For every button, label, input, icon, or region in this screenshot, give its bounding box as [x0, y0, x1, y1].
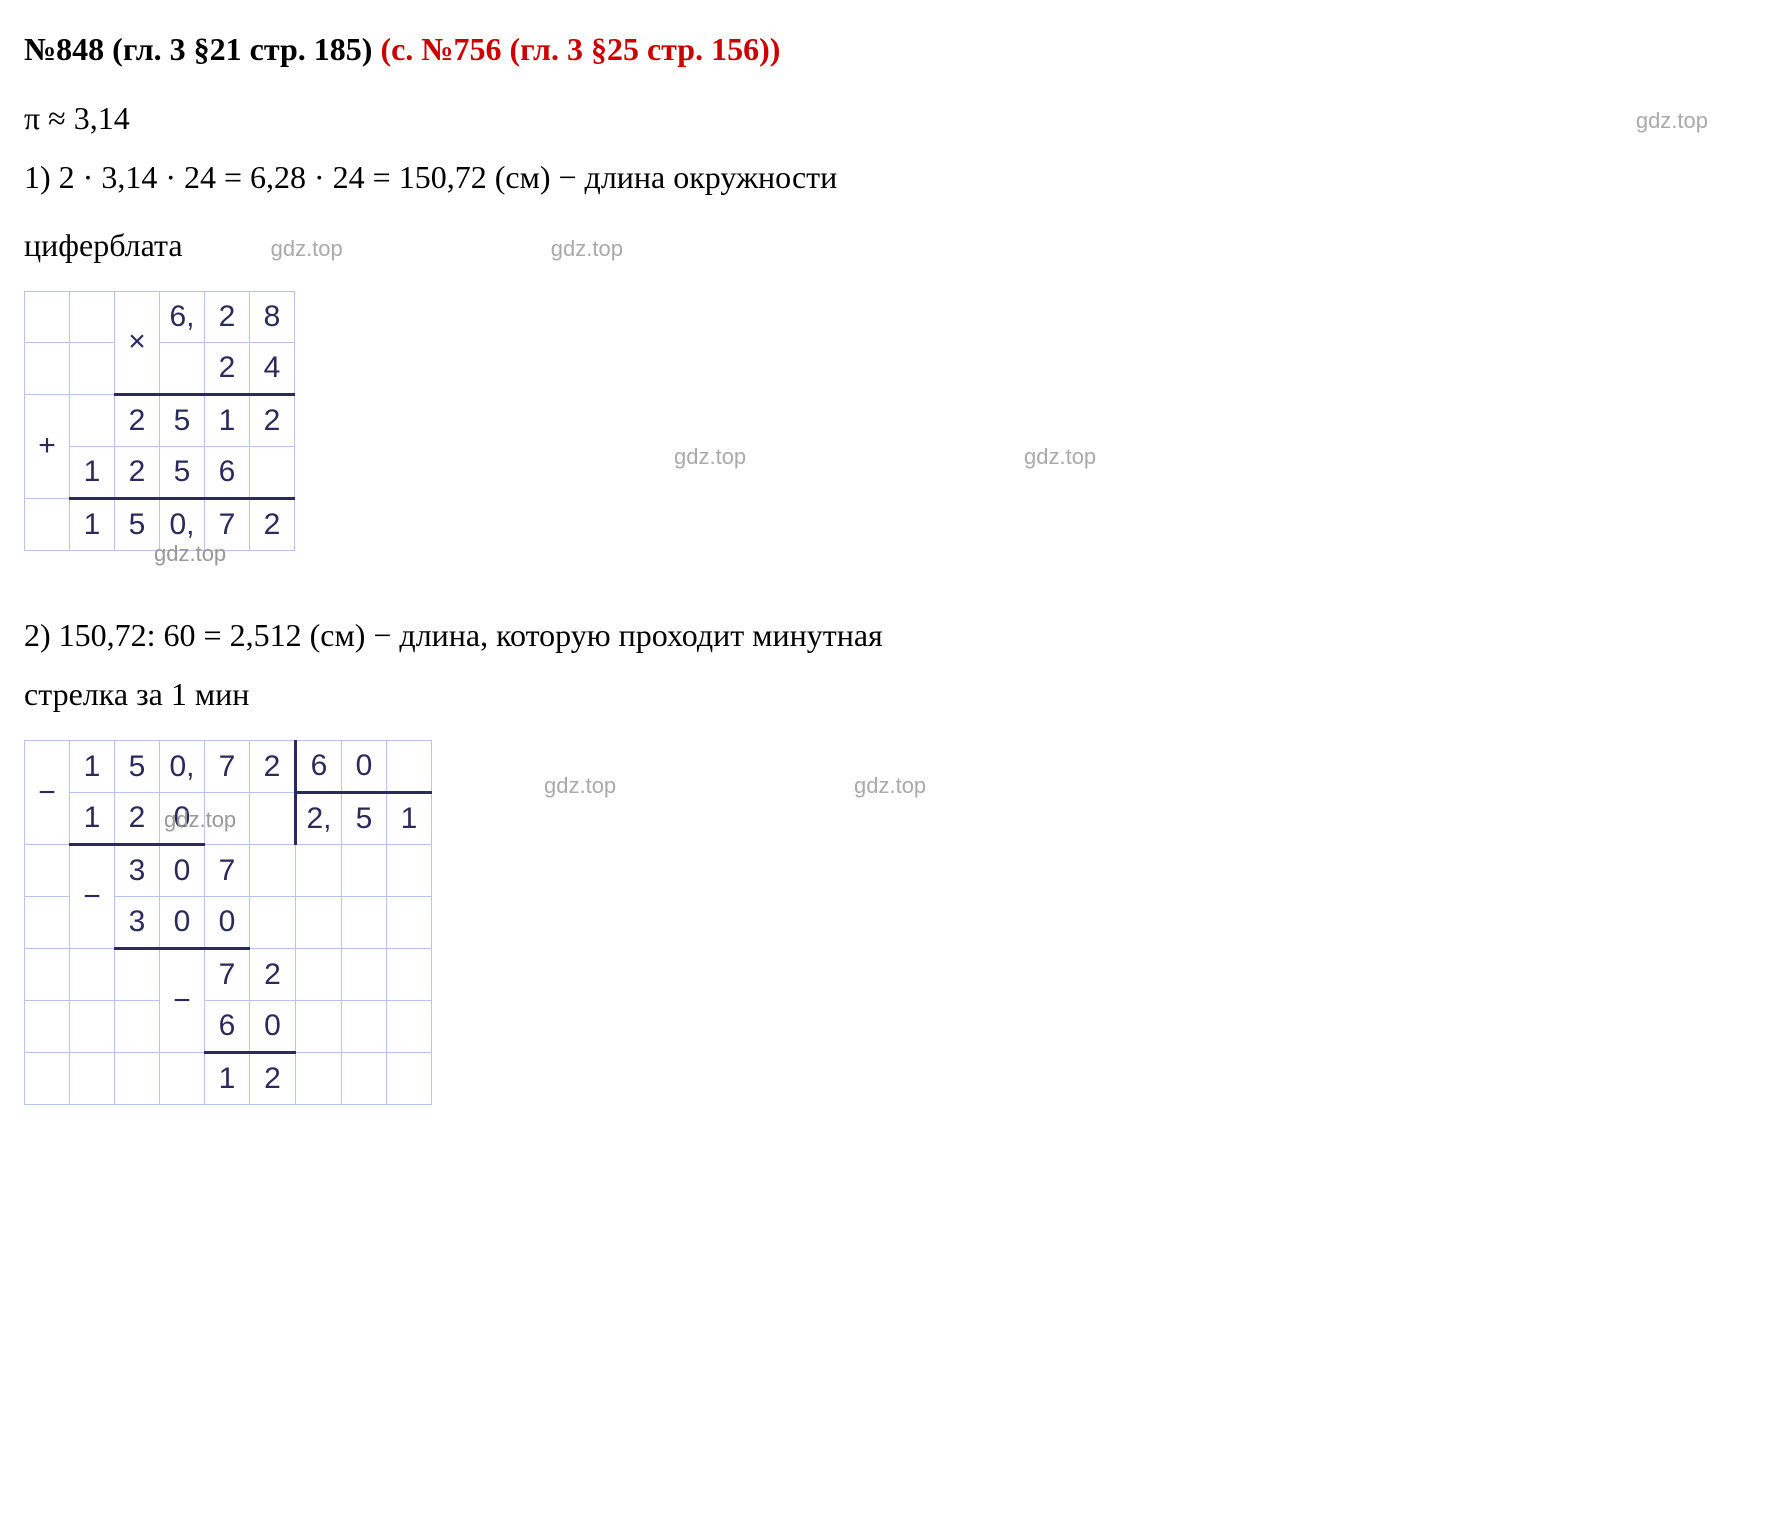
minus-sign-1: −	[25, 741, 70, 845]
minus-sign-3: −	[160, 949, 205, 1053]
multiplication-work: × 6, 2 8 2 4 + 2 5 1 2 1 2 5 6	[24, 291, 295, 551]
watermark: gdz.top	[674, 439, 746, 474]
heading-red: (с. №756 (гл. 3 §25 стр. 156))	[372, 31, 780, 67]
watermark: gdz.top	[854, 768, 926, 803]
watermark: gdz.top	[1636, 103, 1708, 138]
step1-line: 1) 2 · 3,14 · 24 = 6,28 · 24 = 150,72 (с…	[24, 152, 1768, 203]
step2-line: 2) 150,72: 60 = 2,512 (см) − длина, кото…	[24, 610, 1768, 661]
watermark: gdz.top	[1024, 439, 1096, 474]
watermark: gdz.top	[551, 231, 623, 266]
pi-approx: π ≈ 3,14	[24, 93, 1768, 144]
step1b-line: циферблата	[24, 220, 183, 271]
watermark: gdz.top	[544, 768, 616, 803]
step2b-line: стрелка за 1 мин	[24, 669, 1768, 720]
heading-black: №848 (гл. 3 §21 стр. 185)	[24, 31, 372, 67]
problem-heading: №848 (гл. 3 §21 стр. 185) (с. №756 (гл. …	[24, 24, 1768, 75]
division-work: − 1 5 0, 7 2 6 0 1 2 0 2, 5 1 − 3 0 7	[24, 740, 432, 1105]
plus-sign: +	[25, 394, 70, 498]
minus-sign-2: −	[70, 845, 115, 949]
times-sign: ×	[115, 291, 160, 394]
watermark: gdz.top	[271, 231, 343, 266]
